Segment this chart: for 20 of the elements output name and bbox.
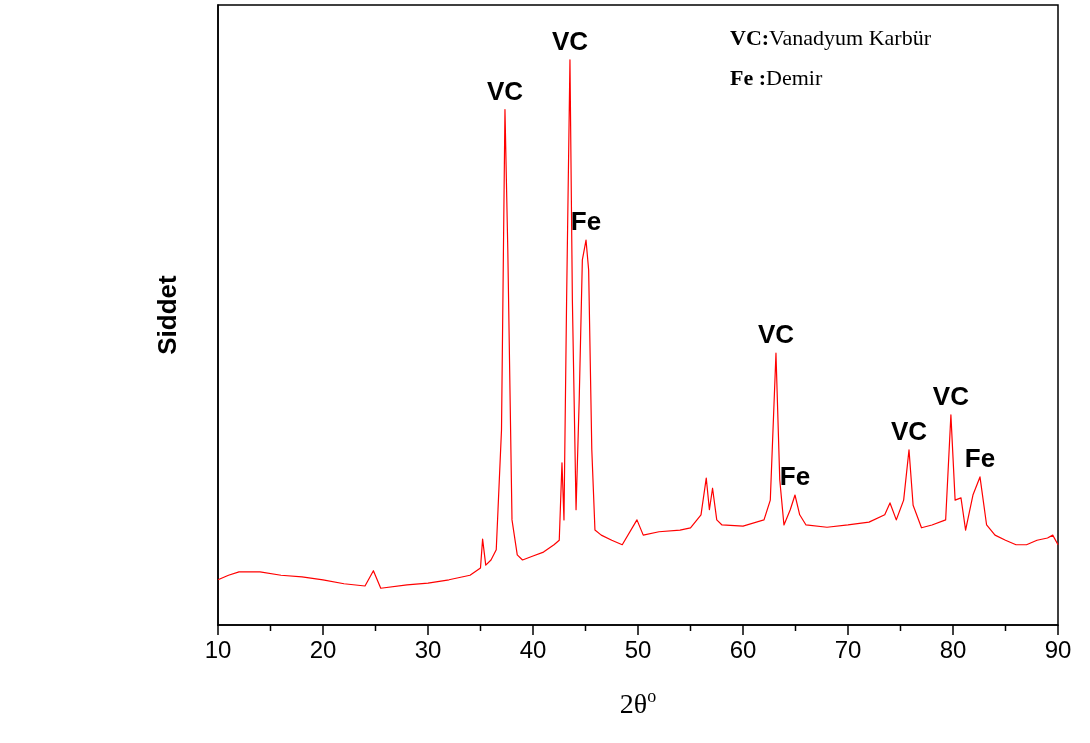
x-tick-label: 70 [834,635,862,663]
x-tick-label: 30 [414,635,442,663]
x-tick-label: 50 [624,635,652,663]
annotation: VC [486,75,524,106]
x-tick-label: 20 [309,635,337,663]
x-tick-label: 10 [204,635,232,663]
annotation: Fe :Demir [730,64,823,90]
annotation: Fe [570,206,602,237]
x-tick-label: 40 [519,635,547,663]
annotation: VC [551,25,589,56]
annotation: Fe [964,442,996,473]
annotation: VC [932,380,970,411]
text: VC:Vanadyum Karbür [730,24,932,50]
x-tick-label: 60 [729,635,757,663]
x-tick-label: 90 [1044,635,1072,663]
annotation: VC [757,319,795,350]
x-tick-label: 80 [939,635,967,663]
annotation: Fe [779,461,811,492]
y-axis-title: Siddet [152,274,182,355]
annotation: VC [890,415,928,446]
